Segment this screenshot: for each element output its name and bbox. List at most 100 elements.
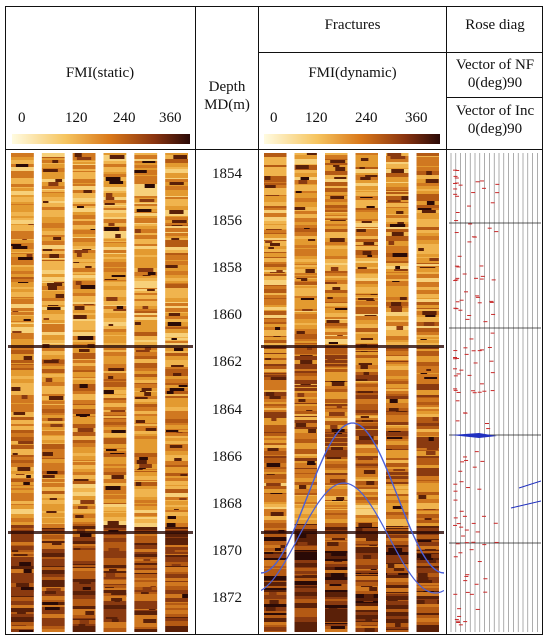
pad-stripe xyxy=(416,257,439,258)
pad-stripe xyxy=(416,414,439,417)
pad-stripe xyxy=(325,273,348,275)
pad-stripe xyxy=(41,587,65,588)
pad-stripe xyxy=(294,612,317,613)
pad-stripe xyxy=(264,399,287,402)
pad-stripe xyxy=(416,604,439,607)
pad-stripe xyxy=(386,395,409,396)
pad-stripe xyxy=(355,571,378,573)
pad-stripe xyxy=(72,591,96,595)
pad-stripe xyxy=(11,243,34,244)
pad-stripe xyxy=(103,329,127,332)
pad-stripe xyxy=(103,343,127,345)
pad-stripe xyxy=(134,493,158,497)
pad-stripe xyxy=(134,285,158,288)
pad-stripe xyxy=(134,262,158,266)
pad-stripe xyxy=(416,384,439,387)
pad-stripe xyxy=(355,203,378,206)
pad-feature xyxy=(19,562,31,568)
pad-stripe xyxy=(355,495,378,497)
pad-stripe xyxy=(264,157,287,161)
pad-stripe xyxy=(325,450,348,453)
pad-stripe xyxy=(134,472,158,476)
pad-stripe xyxy=(72,462,96,463)
pad-stripe xyxy=(11,297,34,298)
pad-stripe xyxy=(355,384,378,387)
pad-stripe xyxy=(325,208,348,210)
pad-stripe xyxy=(294,433,317,435)
pad-stripe xyxy=(386,372,409,376)
pad-stripe xyxy=(103,372,127,373)
pad-stripe xyxy=(103,382,127,386)
pad-stripe xyxy=(264,462,287,463)
pad-stripe xyxy=(11,228,34,231)
pad-stripe xyxy=(264,404,287,406)
pad-stripe xyxy=(103,437,127,438)
pad-stripe xyxy=(103,239,127,241)
pad-stripe xyxy=(41,421,65,423)
pad-stripe xyxy=(134,368,158,370)
pad-stripe xyxy=(416,514,439,518)
pad-stripe xyxy=(11,364,34,365)
pad-stripe xyxy=(416,175,439,179)
pad-stripe xyxy=(325,580,348,584)
pad-feature xyxy=(417,573,428,579)
pad-stripe xyxy=(103,419,127,422)
pad-stripe xyxy=(72,179,96,183)
pad-stripe xyxy=(165,415,188,419)
pad-stripe xyxy=(103,242,127,243)
pad-stripe xyxy=(416,233,439,236)
pad-stripe xyxy=(416,283,439,287)
pad-stripe xyxy=(355,547,378,550)
pad-stripe xyxy=(325,271,348,273)
pad-stripe xyxy=(41,605,65,607)
pad-feature xyxy=(294,207,306,212)
pad-stripe xyxy=(41,491,65,494)
pad-stripe xyxy=(416,348,439,349)
pad-stripe xyxy=(165,621,188,624)
pad-stripe xyxy=(355,381,378,382)
pad-stripe xyxy=(165,572,188,574)
pad-stripe xyxy=(294,239,317,241)
pad-stripe xyxy=(165,179,188,182)
pad-stripe xyxy=(103,490,127,492)
pad-stripe xyxy=(294,276,317,278)
pad-stripe xyxy=(134,216,158,218)
pad-stripe xyxy=(294,385,317,387)
pad-stripe xyxy=(165,351,188,353)
depth-label-1870: 1870 xyxy=(212,542,242,559)
pad-stripe xyxy=(355,216,378,219)
pad-stripe xyxy=(325,229,348,232)
pad-stripe xyxy=(41,401,65,404)
pad-stripe xyxy=(264,270,287,272)
pad-stripe xyxy=(386,366,409,370)
pad-stripe xyxy=(386,351,409,352)
pad-stripe xyxy=(72,216,96,218)
pad-stripe xyxy=(294,341,317,343)
pad-stripe xyxy=(103,415,127,416)
pad-feature xyxy=(396,211,404,216)
pad-stripe xyxy=(386,496,409,500)
pad-stripe xyxy=(72,171,96,172)
pad-stripe xyxy=(294,449,317,453)
pad-stripe xyxy=(134,293,158,295)
pad-stripe xyxy=(165,581,188,582)
pad-stripe xyxy=(72,186,96,190)
pad-stripe xyxy=(325,546,348,548)
pad-stripe xyxy=(416,356,439,360)
pad-stripe xyxy=(165,383,188,385)
pad-stripe xyxy=(386,352,409,355)
pad-stripe xyxy=(11,463,34,467)
pad-stripe xyxy=(264,524,287,528)
pad-feature xyxy=(426,171,432,177)
vector-nf-range: 0(deg)90 xyxy=(467,75,523,91)
pad-stripe xyxy=(41,323,65,324)
pad-stripe xyxy=(264,554,287,558)
pad-stripe xyxy=(41,290,65,291)
pad-stripe xyxy=(294,626,317,630)
pad-stripe xyxy=(134,164,158,165)
pad-stripe xyxy=(134,252,158,255)
pad-stripe xyxy=(134,563,158,565)
pad-stripe xyxy=(264,360,287,364)
pad-stripe xyxy=(134,434,158,436)
pad-stripe xyxy=(325,609,348,611)
